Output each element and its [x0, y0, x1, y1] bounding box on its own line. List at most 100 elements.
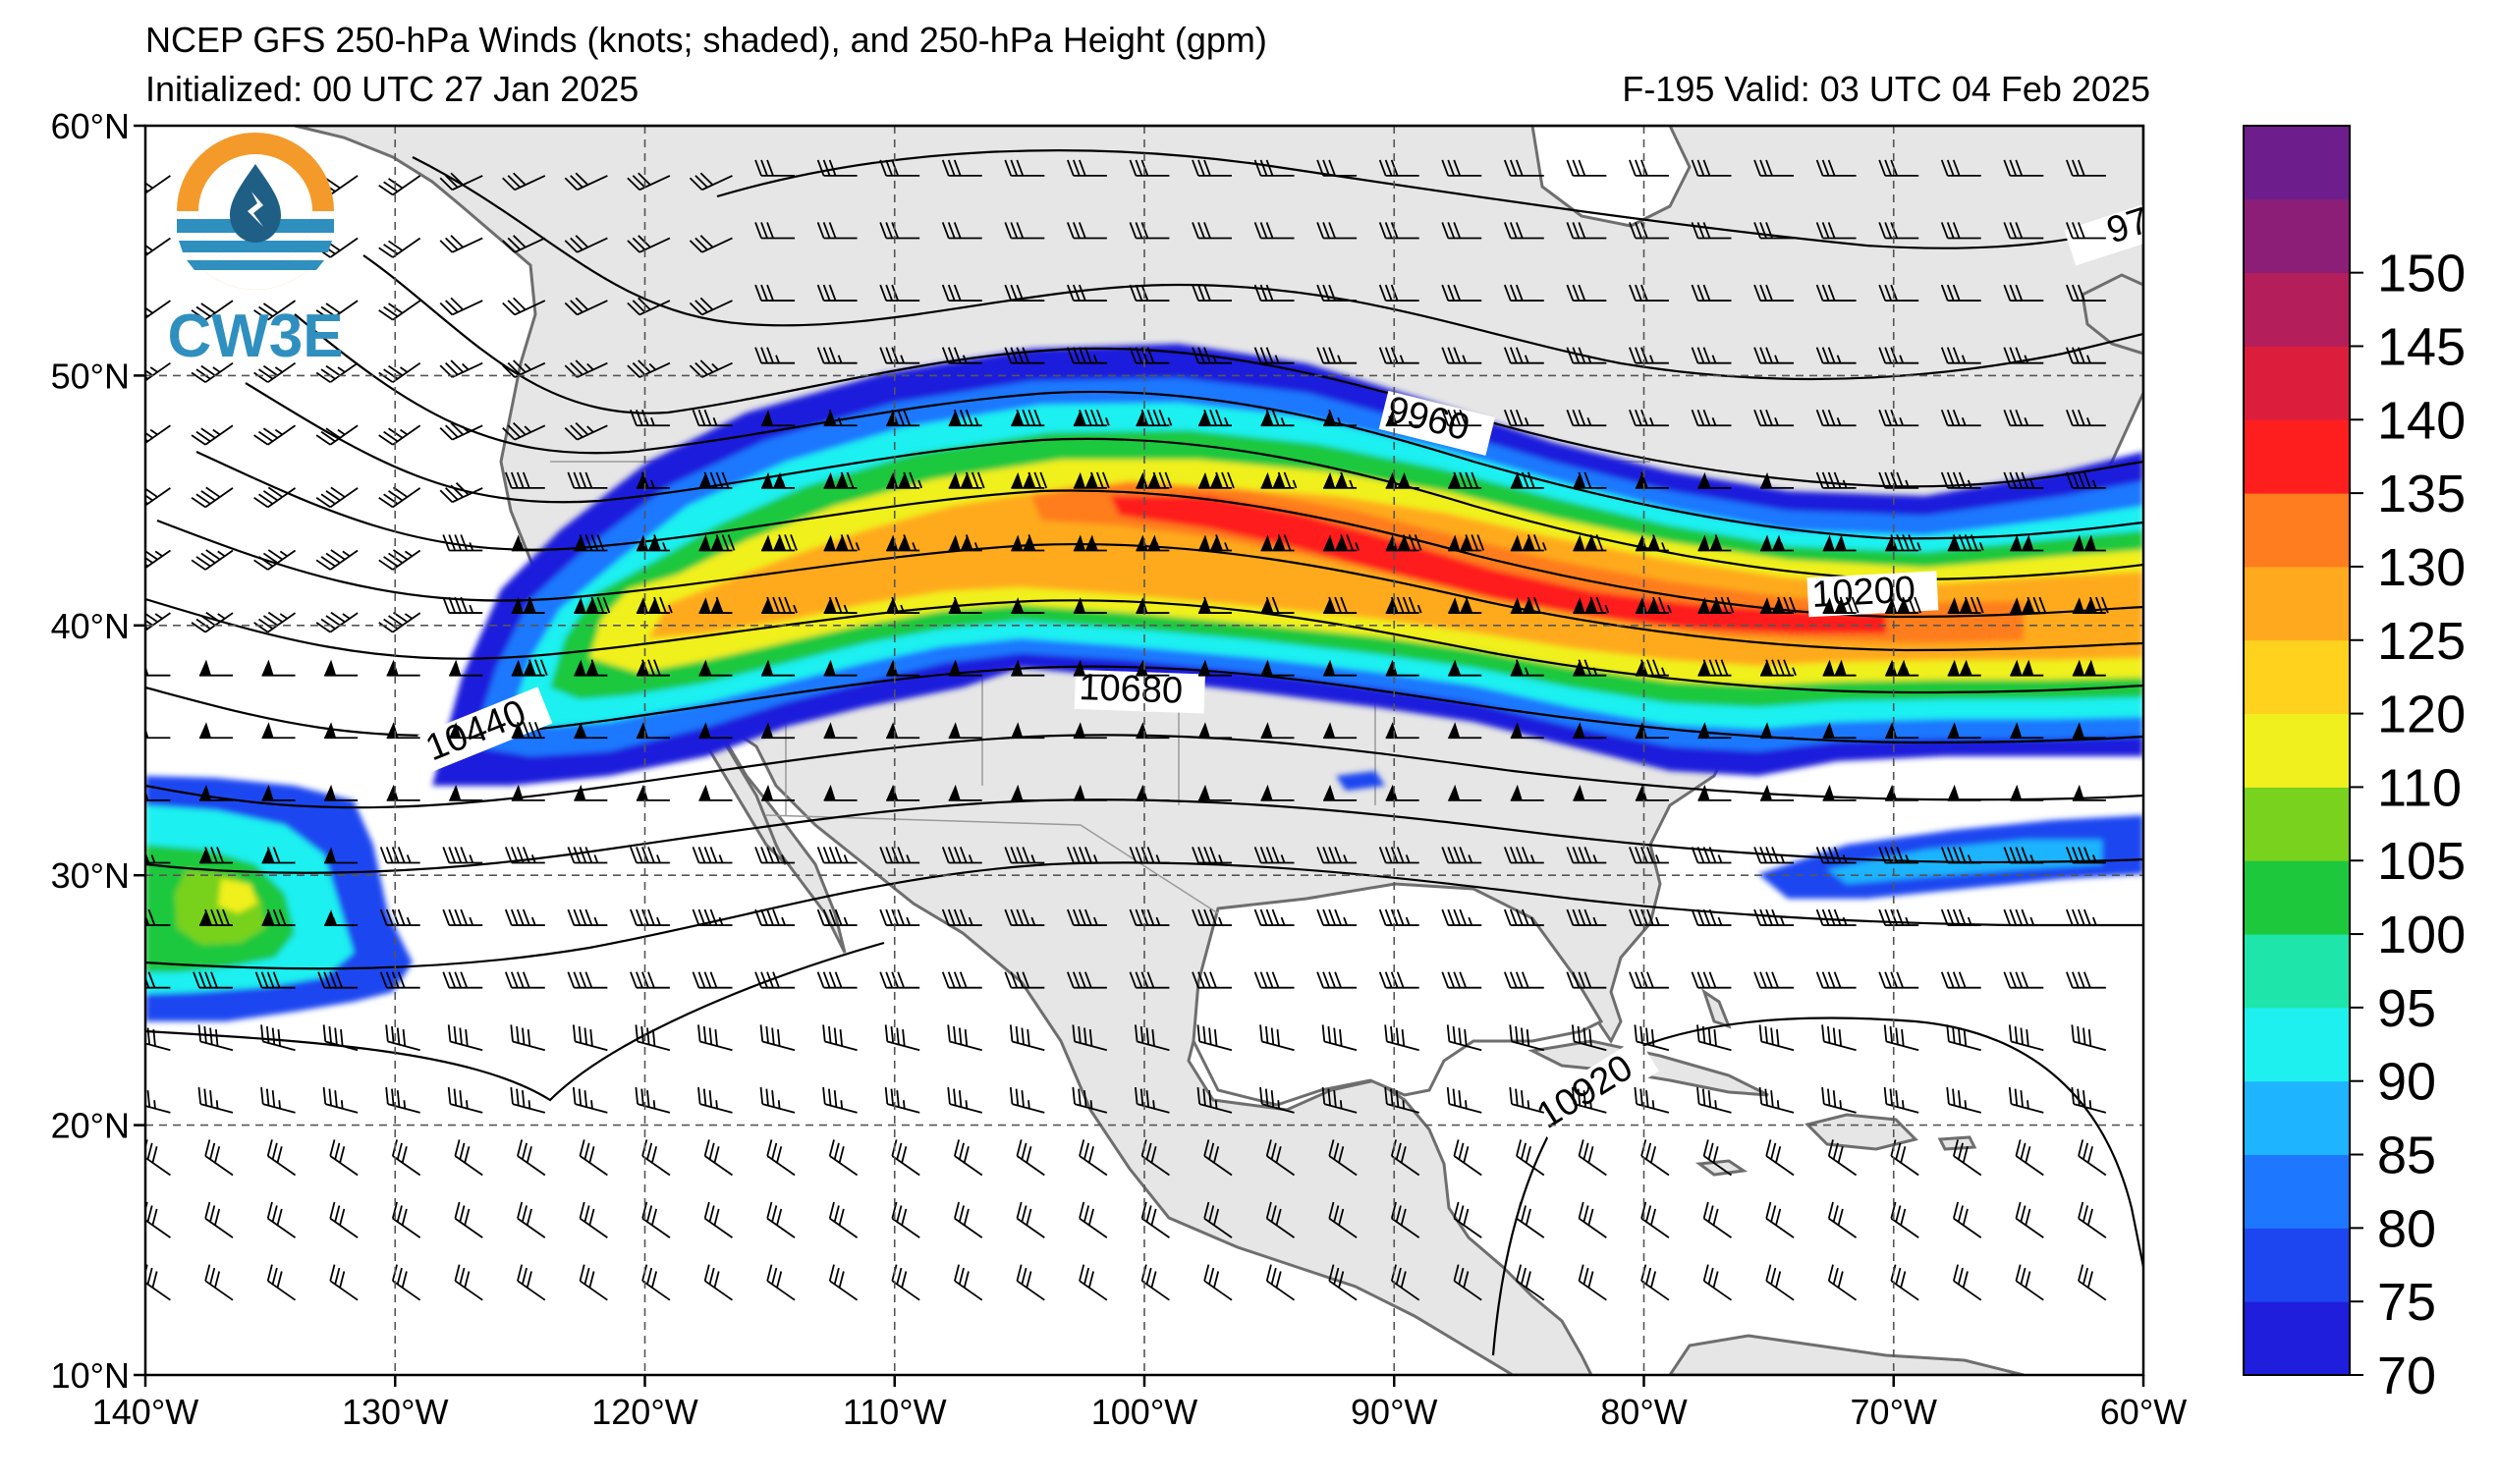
wind-barb [1702, 1201, 1733, 1238]
wind-barb [1073, 534, 1107, 552]
wind-barb [1573, 784, 1607, 801]
wind-barb [1691, 971, 1732, 989]
wind-barb [635, 1086, 671, 1114]
colorbar-swatch [2244, 1007, 2350, 1082]
wind-barb [698, 596, 733, 614]
wind-barb [1815, 971, 1857, 989]
wind-barb [315, 361, 359, 383]
wind-barb [2003, 847, 2044, 864]
wind-barb [1815, 347, 1857, 364]
wind-barb [1691, 409, 1732, 427]
wind-barb [766, 1264, 796, 1301]
map-axes: 140°W 130°W 120°W 110°W 100°W 90°W 80°W 70°W 60°… [51, 106, 2188, 1432]
wind-barb [1885, 534, 1922, 552]
wind-barb [324, 847, 359, 864]
wind-barb [1192, 847, 1232, 864]
wind-barb [1129, 908, 1170, 926]
wind-barb [1566, 159, 1607, 177]
colorbar-swatch [2244, 346, 2350, 420]
wind-barb [2010, 659, 2044, 677]
colorbar-swatch [2244, 126, 2350, 200]
wind-barb [191, 361, 234, 383]
wind-barb [1510, 784, 1544, 801]
wind-barb [1004, 222, 1045, 240]
wind-barb [1947, 784, 1981, 801]
wind-barb [823, 722, 858, 740]
wind-barb [1073, 597, 1107, 614]
wind-barb [1878, 908, 1919, 926]
wind-barb [1260, 659, 1295, 677]
y-tick-label: 40°N [51, 606, 130, 646]
wind-barb [1947, 534, 1984, 552]
colorbar-label: 90 [2377, 1053, 2436, 1112]
x-tick-label: 70°W [1851, 1392, 1937, 1432]
wind-barb [1573, 596, 1610, 614]
wind-barb [1067, 847, 1107, 864]
wind-barb [1390, 1264, 1420, 1301]
wind-barb [948, 659, 982, 677]
wind-barb [689, 235, 733, 253]
wind-barb [391, 1201, 421, 1238]
wind-barb [1260, 722, 1295, 740]
wind-barb [253, 549, 297, 571]
wind-barb [1691, 347, 1732, 364]
wind-barb [324, 784, 359, 801]
wind-barb [567, 847, 608, 864]
wind-barb [1135, 1024, 1170, 1052]
wind-barb [1203, 1201, 1233, 1238]
wind-barb [1067, 159, 1107, 177]
wind-barb [1253, 971, 1295, 989]
colorbar-label: 80 [2377, 1199, 2436, 1258]
wind-barb [754, 908, 796, 926]
wind-barb [1385, 784, 1419, 801]
wind-barb [191, 549, 234, 571]
wind-barb [1004, 347, 1045, 364]
wind-barb [754, 971, 796, 989]
wind-barb [1503, 409, 1544, 427]
wind-barb [1378, 908, 1419, 926]
wind-barb [204, 1201, 234, 1238]
wind-barb [697, 1086, 733, 1114]
wind-barb [2003, 908, 2044, 926]
wind-barb [315, 486, 359, 509]
wind-barb [2072, 784, 2106, 801]
wind-barb [1197, 784, 1232, 801]
wind-barb [1196, 1024, 1233, 1052]
wind-barb [761, 722, 796, 740]
wind-barb [1946, 1024, 1981, 1052]
wind-barb [1323, 596, 1358, 614]
wind-barb [454, 1139, 483, 1177]
wind-barb [692, 971, 733, 989]
wind-barb [1136, 659, 1170, 677]
wind-barb [954, 1139, 983, 1177]
wind-barb [266, 1139, 297, 1177]
wind-barb [198, 722, 233, 740]
wind-barb [1940, 471, 1981, 489]
logo-text: CW3E [167, 302, 343, 370]
wind-barb [1822, 659, 1857, 677]
wind-barb [1878, 971, 1919, 989]
wind-barb [442, 534, 483, 552]
wind-barb [1697, 784, 1732, 801]
wind-barb [1510, 596, 1544, 614]
wind-barb [1635, 784, 1669, 801]
wind-barb [1827, 1201, 1858, 1238]
wind-barb [1323, 409, 1358, 427]
wind-barb [1940, 409, 1981, 427]
wind-barb [1378, 222, 1419, 240]
colorbar-label: 140 [2377, 391, 2466, 450]
wind-barb [329, 1139, 359, 1177]
wind-barb [879, 347, 920, 364]
wind-barb [2066, 347, 2106, 364]
wind-barb [1510, 722, 1544, 740]
wind-barb [1753, 409, 1795, 427]
wind-barb [1192, 159, 1232, 177]
wind-barb [2066, 284, 2106, 302]
wind-barb [1947, 722, 1981, 740]
bahamas [1701, 988, 1732, 1029]
wind-barb [948, 471, 985, 489]
wind-barb [1760, 471, 1795, 489]
wind-barb [2078, 1264, 2107, 1301]
wind-barb [1079, 1139, 1108, 1177]
wind-barb [1753, 159, 1795, 177]
